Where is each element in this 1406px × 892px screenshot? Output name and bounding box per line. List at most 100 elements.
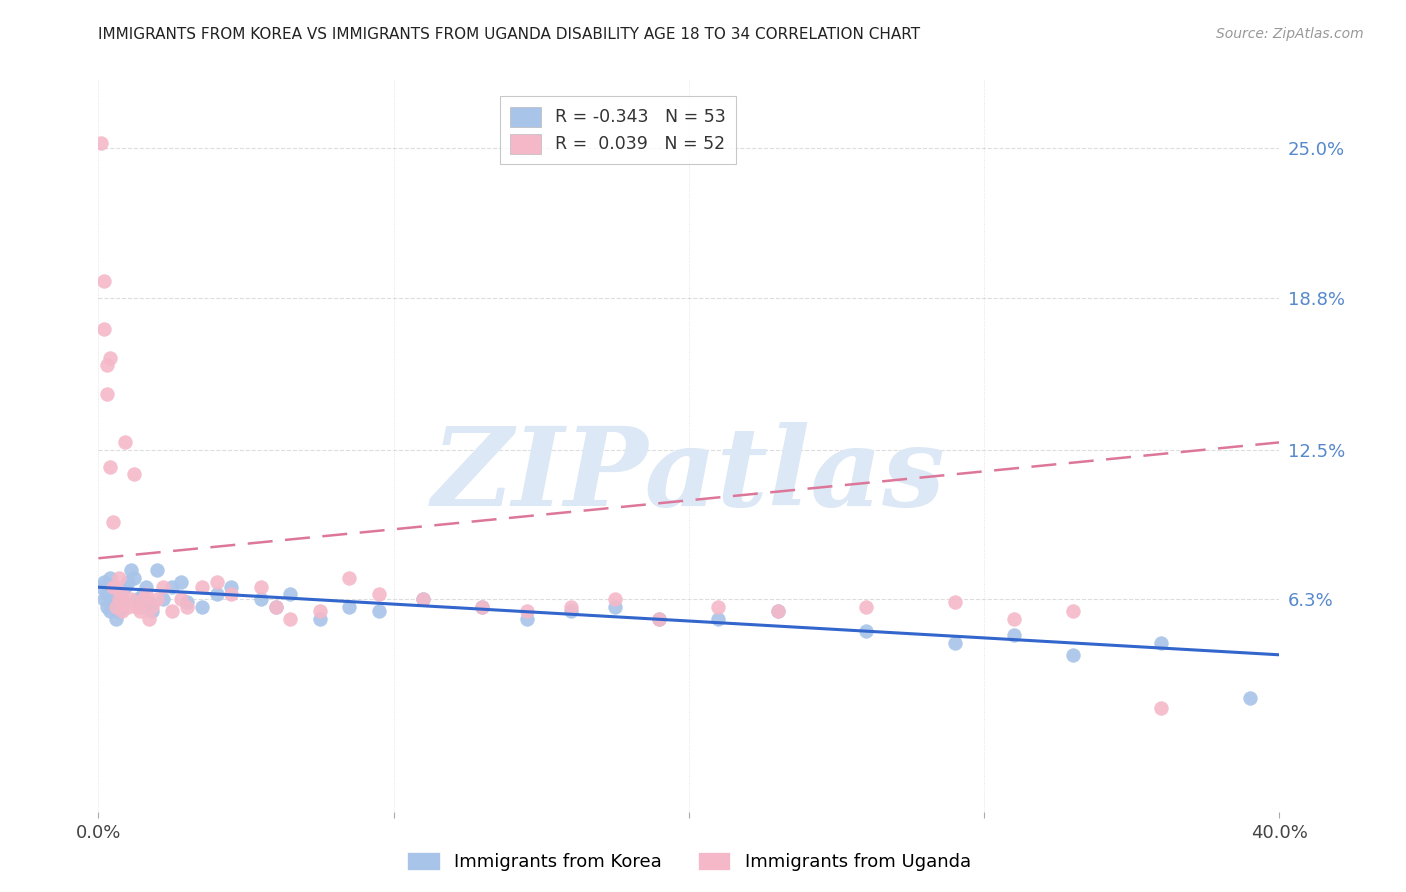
Point xyxy=(605,599,627,614)
Point xyxy=(176,595,198,609)
Point xyxy=(309,604,332,618)
Point xyxy=(943,595,966,609)
Point xyxy=(339,570,360,584)
Point xyxy=(515,611,537,625)
Point xyxy=(135,587,157,601)
Point xyxy=(855,599,877,614)
Legend: Immigrants from Korea, Immigrants from Uganda: Immigrants from Korea, Immigrants from U… xyxy=(399,845,979,879)
Point xyxy=(278,611,302,625)
Point xyxy=(96,387,118,401)
Point xyxy=(250,580,273,594)
Point xyxy=(98,351,121,365)
Point xyxy=(120,563,142,577)
Point xyxy=(1002,611,1025,625)
Point xyxy=(368,604,391,618)
Point xyxy=(515,604,537,618)
Point xyxy=(412,592,434,607)
Point xyxy=(264,599,287,614)
Point xyxy=(105,595,128,609)
Point xyxy=(105,599,128,614)
Point xyxy=(90,136,112,150)
Point xyxy=(138,611,160,625)
Point xyxy=(125,592,148,607)
Point xyxy=(93,592,115,607)
Point xyxy=(264,599,287,614)
Point xyxy=(111,592,134,607)
Point xyxy=(943,636,966,650)
Point xyxy=(191,580,214,594)
Point xyxy=(162,580,183,594)
Point xyxy=(766,604,789,618)
Legend: R = -0.343   N = 53, R =  0.039   N = 52: R = -0.343 N = 53, R = 0.039 N = 52 xyxy=(499,96,737,164)
Point xyxy=(605,592,627,607)
Point xyxy=(141,604,163,618)
Point xyxy=(339,599,360,614)
Point xyxy=(648,611,671,625)
Point xyxy=(1150,636,1173,650)
Point xyxy=(108,570,131,584)
Point xyxy=(111,587,134,601)
Point xyxy=(105,580,128,594)
Point xyxy=(152,592,174,607)
Point xyxy=(108,592,131,607)
Point xyxy=(176,599,198,614)
Point xyxy=(98,459,121,474)
Point xyxy=(128,604,150,618)
Point xyxy=(117,599,139,614)
Point xyxy=(103,580,125,594)
Point xyxy=(855,624,877,638)
Point xyxy=(120,592,142,607)
Point xyxy=(560,604,582,618)
Point xyxy=(93,274,115,288)
Point xyxy=(1002,628,1025,642)
Point xyxy=(1239,691,1261,706)
Point xyxy=(162,604,183,618)
Point xyxy=(205,587,228,601)
Point xyxy=(471,599,494,614)
Point xyxy=(132,592,155,607)
Point xyxy=(103,515,125,529)
Point xyxy=(170,592,193,607)
Point xyxy=(135,580,157,594)
Point xyxy=(125,599,148,614)
Point xyxy=(368,587,391,601)
Point xyxy=(309,611,332,625)
Point xyxy=(90,580,112,594)
Point xyxy=(191,599,214,614)
Point xyxy=(105,611,128,625)
Point xyxy=(471,599,494,614)
Point xyxy=(117,575,139,590)
Point xyxy=(138,595,160,609)
Point xyxy=(111,604,134,618)
Point xyxy=(219,580,242,594)
Point xyxy=(707,599,730,614)
Point xyxy=(278,587,302,601)
Text: IMMIGRANTS FROM KOREA VS IMMIGRANTS FROM UGANDA DISABILITY AGE 18 TO 34 CORRELAT: IMMIGRANTS FROM KOREA VS IMMIGRANTS FROM… xyxy=(98,27,921,42)
Point xyxy=(141,599,163,614)
Point xyxy=(707,611,730,625)
Point xyxy=(152,580,174,594)
Point xyxy=(103,592,125,607)
Point xyxy=(96,599,118,614)
Point xyxy=(96,358,118,372)
Point xyxy=(98,570,121,584)
Text: Source: ZipAtlas.com: Source: ZipAtlas.com xyxy=(1216,27,1364,41)
Point xyxy=(766,604,789,618)
Point xyxy=(111,599,134,614)
Point xyxy=(219,587,242,601)
Point xyxy=(96,587,118,601)
Point xyxy=(648,611,671,625)
Point xyxy=(146,592,169,607)
Point xyxy=(93,575,115,590)
Point xyxy=(98,604,121,618)
Point xyxy=(93,322,115,336)
Point xyxy=(1062,648,1084,662)
Point xyxy=(1062,604,1084,618)
Point xyxy=(146,563,169,577)
Point xyxy=(170,575,193,590)
Point xyxy=(108,587,131,601)
Point xyxy=(103,580,125,594)
Point xyxy=(250,592,273,607)
Point xyxy=(122,570,145,584)
Point xyxy=(205,575,228,590)
